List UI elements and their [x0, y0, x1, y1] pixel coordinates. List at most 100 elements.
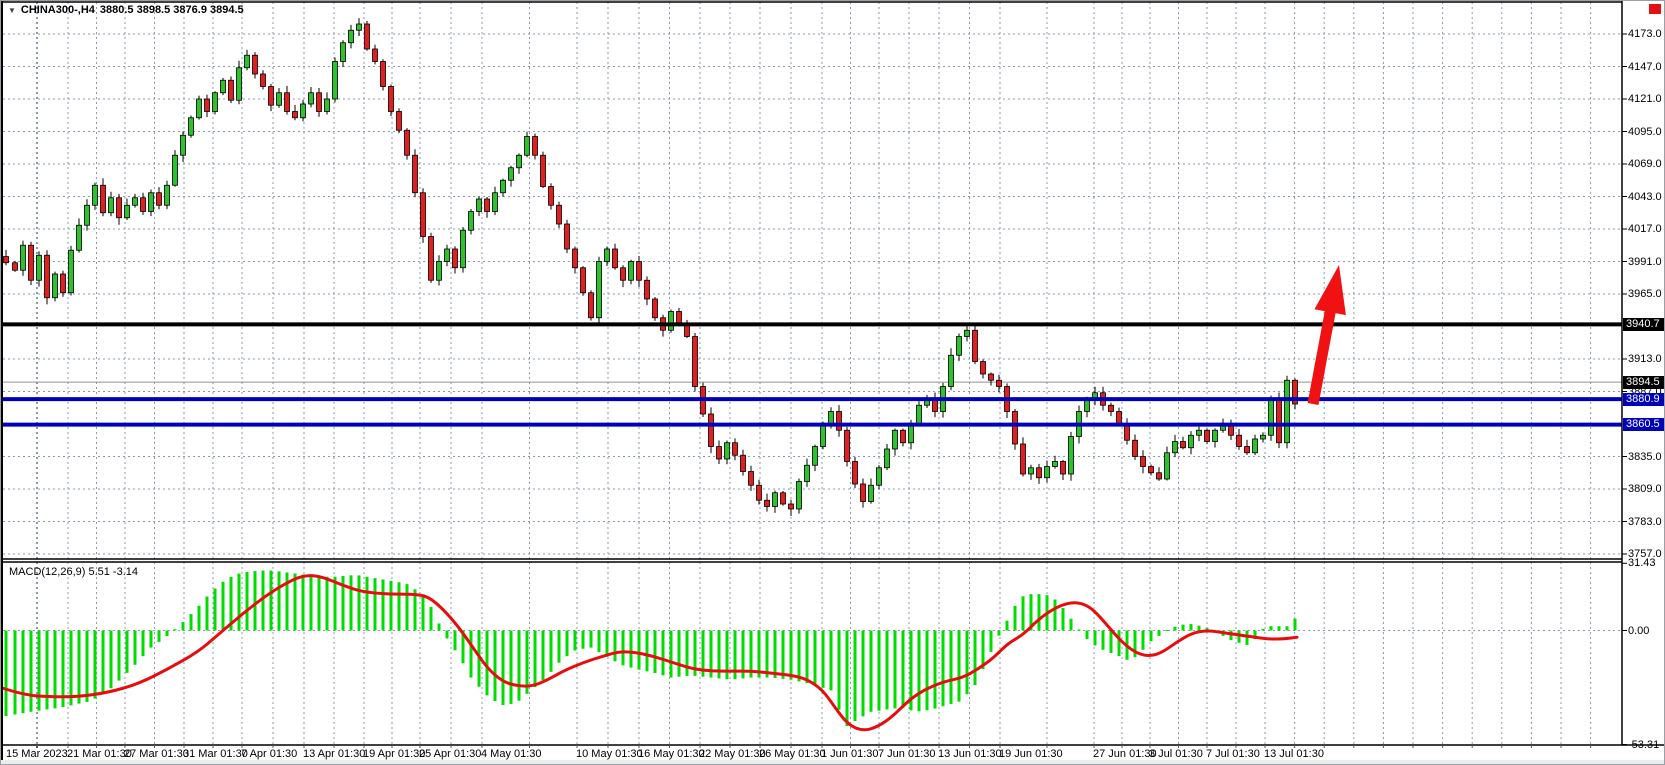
candle-body [652, 298, 658, 319]
macd-indicator-label: MACD(12,26,9) 5.51 -3.14 [9, 566, 139, 578]
macd-histogram-bar [397, 582, 401, 631]
macd-histogram-bar [173, 629, 177, 631]
time-axis-label: 25 Apr 01:30 [419, 748, 482, 760]
macd-histogram-bar [509, 630, 513, 704]
candle-body [876, 467, 882, 486]
candle-body [628, 261, 634, 281]
macd-histogram-bar [125, 630, 129, 673]
macd-histogram-bar [1269, 626, 1273, 631]
candle-body [580, 267, 586, 294]
candle-body [988, 373, 994, 381]
candle-body [140, 197, 146, 212]
trend-arrow-head[interactable] [1314, 265, 1346, 316]
candle-body [116, 197, 122, 219]
alert-marker-icon[interactable] [1649, 4, 1661, 14]
price-axis-tick-label: 3783.0 [1628, 515, 1662, 528]
price-level-badge-blue: 3880.9 [1623, 392, 1664, 406]
macd-histogram-bar [461, 630, 465, 664]
macd-histogram-bar [1013, 605, 1017, 631]
candle-body [828, 411, 834, 425]
candle-body [500, 179, 506, 194]
macd-histogram-bar [493, 630, 497, 702]
macd-axis-tick-label: 0.00 [1628, 624, 1650, 637]
candle-body [1204, 429, 1210, 442]
candle-body [20, 244, 26, 271]
macd-histogram-bar [1037, 594, 1041, 631]
trend-arrow-shaft[interactable] [1307, 305, 1337, 406]
candle-body [44, 254, 50, 299]
candle-body [364, 23, 370, 50]
candle-body [412, 154, 418, 194]
macd-histogram-bar [989, 630, 993, 652]
candle-body [468, 211, 474, 231]
candle-body [1052, 461, 1058, 467]
macd-histogram-bar [1029, 594, 1033, 631]
macd-histogram-bar [741, 630, 745, 679]
candle-body [28, 244, 34, 281]
candle-body [476, 198, 482, 212]
candle-body [36, 254, 42, 281]
candle-body [892, 429, 898, 450]
candle-body [284, 92, 290, 112]
candle-body [196, 98, 202, 119]
candle-body [804, 464, 810, 482]
candle-body [212, 92, 218, 112]
candle-body [1044, 466, 1050, 479]
macd-histogram-bar [813, 630, 817, 686]
price-axis-tick-label: 4043.0 [1628, 190, 1662, 203]
macd-histogram-bar [181, 622, 185, 631]
time-axis-label: 3 Jul 01:30 [1149, 748, 1203, 760]
macd-histogram-bar [893, 630, 897, 709]
macd-histogram-bar [765, 630, 769, 678]
macd-histogram-bar [1229, 630, 1233, 641]
macd-histogram-bar [109, 630, 113, 689]
candle-body [76, 224, 82, 251]
macd-histogram-bar [405, 584, 409, 631]
candle-body [1156, 472, 1162, 480]
macd-histogram-bar [701, 630, 705, 677]
candle-body [516, 154, 522, 169]
candle-body [548, 186, 554, 206]
candle-body [572, 248, 578, 269]
candle-body [1164, 452, 1170, 480]
candle-body [188, 117, 194, 136]
candle-body [1260, 434, 1266, 440]
macd-histogram-bar [669, 630, 673, 678]
candle-body [1180, 441, 1186, 449]
candle-body [52, 273, 58, 299]
macd-histogram-bar [1093, 630, 1097, 646]
time-axis-label: 13 Jun 01:30 [938, 748, 1002, 760]
macd-histogram-bar [21, 630, 25, 714]
macd-histogram-bar [925, 630, 929, 711]
macd-histogram-bar [517, 630, 521, 701]
time-axis-label: 7 Apr 01:30 [241, 748, 298, 760]
price-axis-tick-label: 4147.0 [1628, 60, 1662, 73]
candle-body [1236, 434, 1242, 447]
candle-body [1148, 466, 1154, 474]
price-level-badge-blue: 3860.5 [1623, 418, 1664, 432]
candle-body [132, 197, 138, 206]
macd-histogram-bar [1181, 624, 1185, 631]
macd-histogram-bar [285, 572, 289, 631]
price-axis-tick-label: 4173.0 [1628, 28, 1662, 40]
candle-body [1060, 461, 1066, 475]
candle-body [236, 67, 242, 101]
candle-body [916, 404, 922, 425]
candle-body [324, 98, 330, 112]
time-axis-label: 13 Apr 01:30 [303, 748, 366, 760]
candle-body [1244, 446, 1250, 454]
candle-body [332, 61, 338, 100]
macd-histogram-bar [197, 605, 201, 631]
macd-histogram-bar [389, 580, 393, 631]
candle-body [1012, 411, 1018, 445]
macd-histogram-bar [709, 630, 713, 678]
candle-body [404, 129, 410, 156]
candle-body [1292, 379, 1298, 405]
chevron-down-icon[interactable]: ▼ [8, 5, 16, 15]
macd-histogram-bar [1261, 628, 1265, 631]
macd-histogram-bar [853, 630, 857, 721]
macd-histogram-bar [885, 630, 889, 710]
candle-body [748, 471, 754, 486]
